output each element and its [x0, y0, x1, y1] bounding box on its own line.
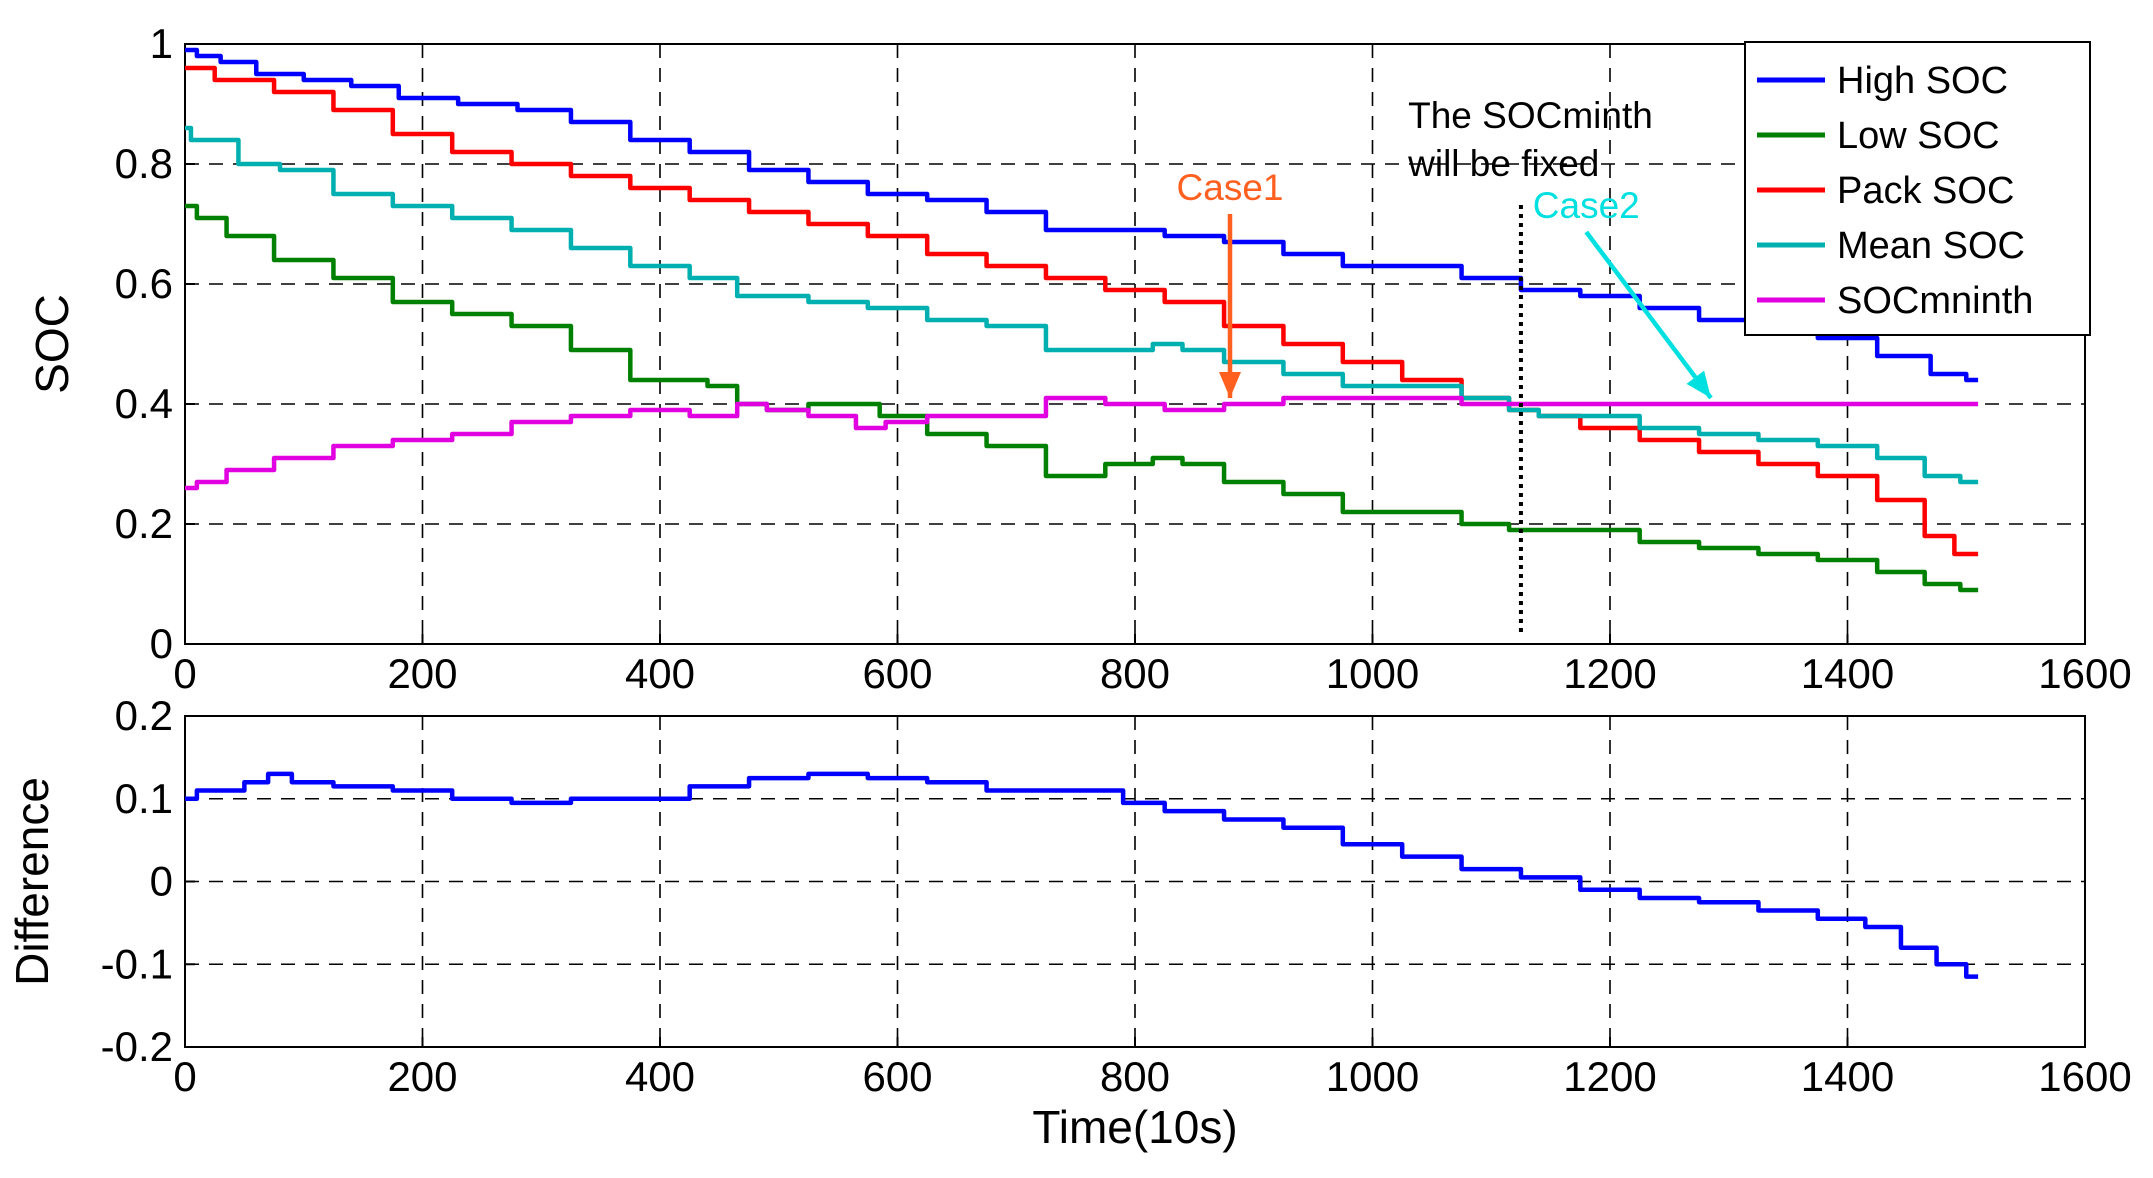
y-tick-label: 0.6	[115, 260, 173, 307]
legend-label-socmninth: SOCmninth	[1837, 280, 2033, 322]
x-tick-label: 600	[862, 650, 932, 697]
y-tick-label: 1	[150, 20, 173, 67]
x-tick-label: 1200	[1563, 1053, 1656, 1100]
annotation-socminth-fixed: The SOCminth will be fixed	[1407, 95, 1653, 184]
legend-label-mean-soc: Mean SOC	[1837, 225, 2025, 267]
y-tick-label: 0.4	[115, 380, 173, 427]
x-tick-label: 1000	[1326, 1053, 1419, 1100]
soc-panel: 0 200 400 600 800 1000 1200 1400 1600 0 0.2 0.4 0.6 0…	[26, 20, 2132, 697]
series-difference	[185, 771, 1979, 979]
annotation-line: will be fixed	[1407, 143, 1599, 184]
x-tick-label: 400	[625, 1053, 695, 1100]
x-tick-label: 1600	[2038, 650, 2131, 697]
x-tick-label: 600	[862, 1053, 932, 1100]
series-high-soc	[185, 47, 1979, 383]
arrowhead-icon	[1686, 370, 1711, 398]
y-tick-label: 0.2	[115, 692, 173, 739]
y-tick-label: 0.8	[115, 140, 173, 187]
difference-panel: 0 200 400 600 800 1000 1200 1400 1600 -0.2 -0.1 0 0.…	[6, 692, 2132, 1153]
y-tick-label: 0	[150, 620, 173, 667]
series-pack-soc	[185, 65, 1979, 557]
arrowhead-icon	[1219, 372, 1241, 398]
y-tick-label: -0.1	[101, 940, 173, 987]
annotation-case2: Case2	[1533, 185, 1640, 226]
y-axis-label: Difference	[6, 777, 58, 986]
x-tick-label: 200	[387, 650, 457, 697]
y-tick-label: 0	[150, 858, 173, 905]
y-tick-label: 0.1	[115, 775, 173, 822]
legend-label-low-soc: Low SOC	[1837, 115, 2000, 157]
x-tick-label: 1400	[1801, 1053, 1894, 1100]
series-socmninth	[185, 395, 1979, 491]
annotation-case1: Case1	[1177, 167, 1284, 208]
x-tick-label: 1000	[1326, 650, 1419, 697]
legend-label-high-soc: High SOC	[1837, 60, 2008, 102]
x-tick-label: 1200	[1563, 650, 1656, 697]
series-mean-soc	[185, 125, 1979, 485]
x-tick-label: 1400	[1801, 650, 1894, 697]
x-axis-label: Time(10s)	[1032, 1101, 1237, 1153]
y-axis-label: SOC	[26, 294, 78, 394]
series-low-soc	[185, 203, 1979, 593]
x-tick-label: 400	[625, 650, 695, 697]
x-tick-label: 200	[387, 1053, 457, 1100]
x-tick-label: 1600	[2038, 1053, 2131, 1100]
y-tick-label: -0.2	[101, 1023, 173, 1070]
legend-label-pack-soc: Pack SOC	[1837, 170, 2014, 212]
x-tick-label: 0	[173, 650, 196, 697]
annotation-arrow-case2	[1584, 230, 1713, 400]
x-tick-label: 800	[1100, 1053, 1170, 1100]
x-tick-label: 0	[173, 1053, 196, 1100]
y-tick-label: 0.2	[115, 500, 173, 547]
x-tick-label: 800	[1100, 650, 1170, 697]
annotation-line: The SOCminth	[1408, 95, 1653, 136]
legend: High SOC Low SOC Pack SOC Mean SOC SOCmninth	[1744, 41, 2091, 336]
